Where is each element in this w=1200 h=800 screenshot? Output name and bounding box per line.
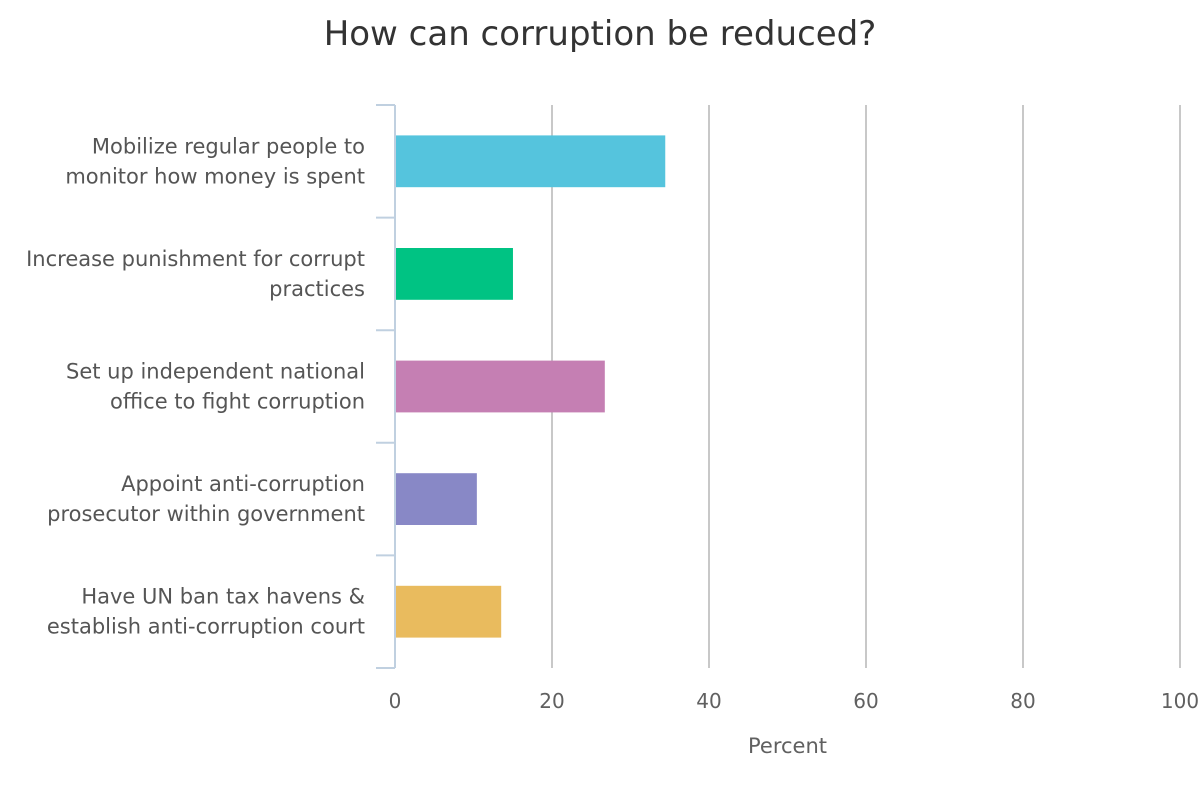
category-label-line: Set up independent national bbox=[66, 360, 365, 384]
x-tick-label: 0 bbox=[389, 689, 402, 713]
x-tick-label: 40 bbox=[696, 689, 721, 713]
category-label-2: Increase punishment for corrupt practices bbox=[26, 247, 365, 301]
category-label-line: Mobilize regular people to bbox=[92, 134, 365, 158]
x-tick-label: 80 bbox=[1010, 689, 1035, 713]
category-label-4: Appoint anti-corruption prosecutor within… bbox=[47, 472, 365, 526]
chart-title: How can corruption be reduced? bbox=[323, 14, 877, 54]
category-label-line: Appoint anti-corruption bbox=[121, 472, 365, 496]
category-label-line: establish anti-corruption court bbox=[47, 615, 365, 639]
bar-5 bbox=[396, 585, 502, 638]
category-label-1: Mobilize regular people to monitor how mo… bbox=[65, 134, 365, 188]
category-label-line: practices bbox=[269, 277, 365, 301]
bar-4 bbox=[396, 473, 477, 525]
category-label-line: office to fight corruption bbox=[110, 390, 365, 414]
x-axis-title: Percent bbox=[748, 734, 827, 758]
category-label-line: prosecutor within government bbox=[47, 502, 365, 526]
bar-3 bbox=[396, 360, 605, 413]
category-label-line: monitor how money is spent bbox=[65, 164, 365, 188]
category-label-5: Have UN ban tax havens & establish anti-c… bbox=[47, 585, 365, 639]
x-tick-label: 100 bbox=[1161, 689, 1199, 713]
category-label-line: Increase punishment for corrupt bbox=[26, 247, 365, 271]
bar-2 bbox=[396, 248, 513, 300]
category-label-line: Have UN ban tax havens & bbox=[81, 585, 365, 609]
x-tick-label: 20 bbox=[539, 689, 564, 713]
category-label-3: Set up independent national office to fig… bbox=[66, 360, 365, 414]
bar-1 bbox=[396, 135, 666, 188]
x-tick-label: 60 bbox=[853, 689, 878, 713]
